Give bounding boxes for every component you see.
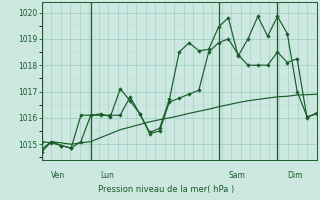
Text: Lun: Lun: [100, 171, 115, 180]
Text: Sam: Sam: [228, 171, 245, 180]
Text: Pression niveau de la mer( hPa ): Pression niveau de la mer( hPa ): [98, 185, 235, 194]
Text: Dim: Dim: [287, 171, 303, 180]
Text: Ven: Ven: [52, 171, 66, 180]
